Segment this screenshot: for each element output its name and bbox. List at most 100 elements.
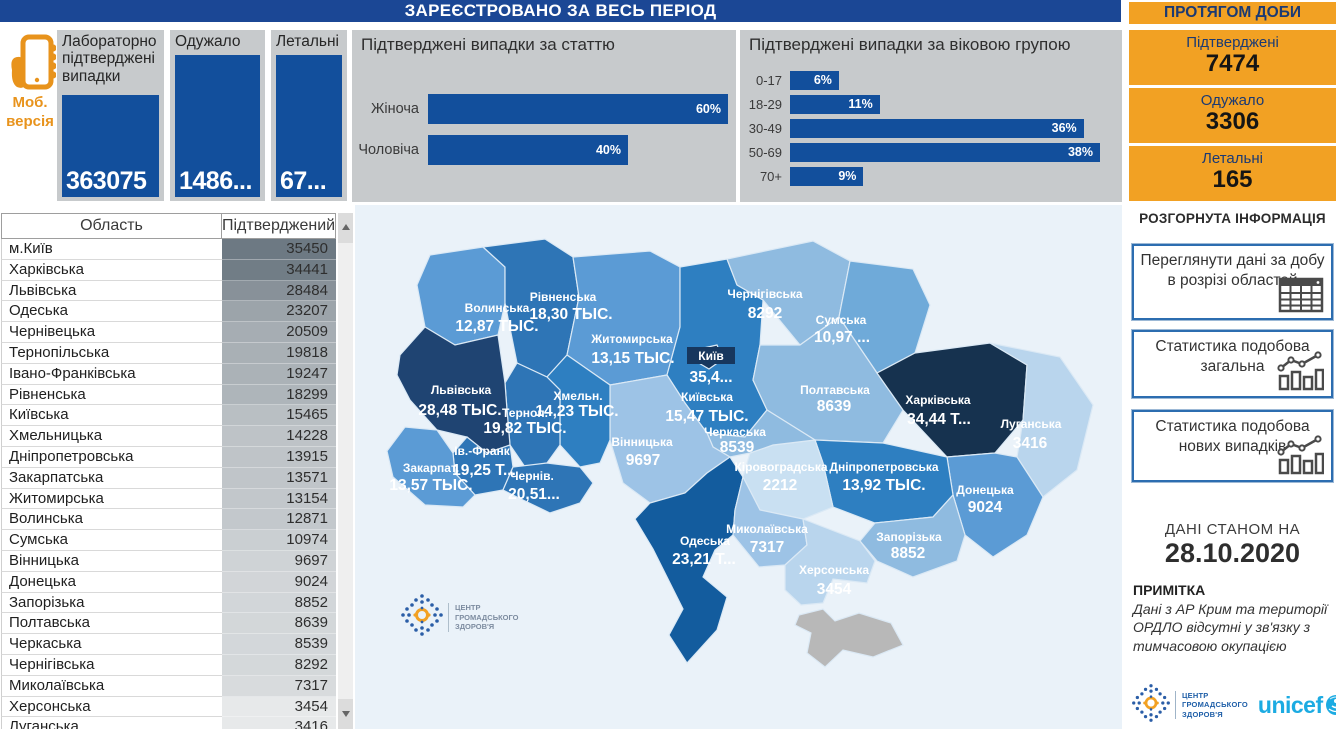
table-row[interactable]: Вінницька 9697 (1, 550, 336, 572)
column-header-confirmed[interactable]: Підтверджений (222, 213, 336, 239)
region-khe[interactable] (784, 518, 876, 606)
info-button-3[interactable]: Статистика подобова нових випадків (1131, 409, 1334, 483)
table-cell-oblast: Харківська (1, 259, 222, 281)
map-value-lvi: 28,48 ТЫС. (418, 402, 501, 419)
table-row[interactable]: Полтавська 8639 (1, 613, 336, 635)
table-cell-oblast: Житомирська (1, 488, 222, 510)
info-button-1[interactable]: Переглянути дані за добу в розрізі облас… (1131, 243, 1334, 321)
scroll-down-button[interactable] (338, 699, 353, 729)
chart-bar[interactable]: 9% (790, 167, 864, 186)
mobile-label-line2: версія (6, 112, 54, 130)
chart-value-label: 36% (1051, 121, 1077, 136)
table-row[interactable]: Сумська 10974 (1, 530, 336, 551)
chart-bar[interactable]: 36% (790, 119, 1084, 138)
table-row[interactable]: Одеська 23207 (1, 301, 336, 323)
map-label-luh: Луганська (1001, 417, 1062, 431)
map-label-ode: Одеська (680, 534, 730, 548)
gender-chart-bars: Жіноча 60% Чоловіча 40% (356, 94, 732, 176)
map-label-khm: Хмельн. (553, 389, 602, 403)
map-label-zap: Запорізька (876, 530, 942, 544)
info-button-label: Переглянути дані за добу в розрізі облас… (1140, 252, 1325, 290)
chart-bar[interactable]: 38% (790, 143, 1100, 162)
table-row[interactable]: Львівська 28484 (1, 280, 336, 302)
table-row[interactable]: Тернопільська 19818 (1, 342, 336, 364)
table-row[interactable]: Хмельницька 14228 (1, 426, 336, 447)
table-cell-confirmed: 20509 (222, 322, 336, 343)
table-cell-confirmed: 8292 (222, 654, 336, 676)
chart-icon (1277, 351, 1324, 391)
table-cell-confirmed: 8852 (222, 592, 336, 614)
table-row[interactable]: Волинська 12871 (1, 509, 336, 531)
table-row[interactable]: Івано-Франківська 19247 (1, 363, 336, 385)
region-zak[interactable] (386, 426, 476, 508)
table-row[interactable]: Дніпропетровська 13915 (1, 446, 336, 468)
table-row[interactable]: Чернігівська 8292 (1, 654, 336, 676)
table-row[interactable]: Рівненська 18299 (1, 384, 336, 406)
table-scrollbar[interactable] (338, 213, 353, 729)
table-cell-confirmed: 13915 (222, 446, 336, 468)
ukraine-map: Волинська 12,87 ТЫС. Рівненська 18,30 ТЫС. Ж… (355, 205, 1122, 729)
table-row[interactable]: Запорізька 8852 (1, 592, 336, 614)
daily-card-confirmed: Підтверджені 7474 (1129, 30, 1336, 85)
footer-logos: ЦЕНТР ГРОМАДСЬКОГО ЗДОРОВ'Я unicef (1131, 682, 1336, 728)
chart-bar[interactable]: 11% (790, 95, 880, 114)
table-row[interactable]: Донецька 9024 (1, 571, 336, 593)
table-row[interactable]: Харківська 34441 (1, 259, 336, 281)
table-icon (1278, 277, 1324, 313)
scroll-up-button[interactable] (338, 213, 353, 243)
table-row[interactable]: м.Київ 35450 (1, 239, 336, 260)
table-cell-oblast: Рівненська (1, 384, 222, 406)
table-row[interactable]: Луганська 3416 (1, 717, 336, 729)
chart-bar[interactable]: 6% (790, 71, 839, 90)
map-label-sum: Сумська (816, 313, 867, 327)
map-org-logo: ЦЕНТР ГРОМАДСЬКОГО ЗДОРОВ'Я (400, 593, 518, 642)
table-cell-confirmed: 3416 (222, 717, 336, 729)
table-row[interactable]: Київська 15465 (1, 405, 336, 427)
table-cell-confirmed: 14228 (222, 426, 336, 447)
table-cell-oblast: Сумська (1, 530, 222, 551)
table-cell-confirmed: 23207 (222, 301, 336, 323)
table-cell-oblast: Луганська (1, 717, 222, 729)
table-cell-confirmed: 34441 (222, 259, 336, 281)
map-value-ode: 23,21 Т... (672, 551, 736, 568)
map-value-sum: 10,97 ... (814, 329, 870, 346)
chart-bar[interactable]: 60% (428, 94, 728, 124)
table-cell-oblast: Львівська (1, 280, 222, 302)
table-cell-oblast: Чернігівська (1, 654, 222, 676)
chart-value-label: 9% (838, 169, 857, 184)
kpi-value: 1486... (179, 167, 252, 195)
chart-value-label: 6% (813, 73, 832, 88)
map-label-riv: Рівненська (530, 290, 597, 304)
region-zap[interactable] (859, 493, 966, 578)
region-pol[interactable] (752, 316, 904, 444)
table-row[interactable]: Житомирська 13154 (1, 488, 336, 510)
mobile-version-icon[interactable] (8, 32, 57, 92)
table-row[interactable]: Закарпатська 13571 (1, 467, 336, 489)
gender-chart-panel: Підтверджені випадки за статтю Жіноча 60%… (352, 30, 736, 202)
table-cell-oblast: Одеська (1, 301, 222, 323)
chart-category-label: Чоловіча (358, 142, 419, 158)
column-header-oblast[interactable]: Область (1, 213, 222, 239)
chart-bar-row: 50-69 38% (744, 143, 1118, 162)
map-label-kyiv: Київ (698, 349, 723, 363)
map-value-vin: 9697 (626, 452, 660, 469)
table-cell-confirmed: 13154 (222, 488, 336, 510)
map-label-zhy: Житомирська (590, 332, 673, 346)
map-value-pol: 8639 (817, 398, 852, 415)
mobile-version-link[interactable]: Моб. версія (0, 94, 60, 132)
region-chv[interactable] (502, 462, 594, 514)
info-button-2[interactable]: Статистика подобова загальна (1131, 329, 1334, 399)
table-row[interactable]: Чернівецька 20509 (1, 322, 336, 343)
info-button-label: Статистика подобова загальна (1155, 338, 1310, 376)
table-row[interactable]: Миколаївська 7317 (1, 675, 336, 697)
chart-bar-row: 18-29 11% (744, 95, 1118, 114)
table-row[interactable]: Черкаська 8539 (1, 634, 336, 655)
table-row[interactable]: Херсонська 3454 (1, 696, 336, 718)
chart-bar[interactable]: 40% (428, 135, 628, 165)
map-label-pol: Полтавська (800, 383, 870, 397)
chart-bar-row: 0-17 6% (744, 71, 1118, 90)
note-text: Дані з АР Крим та території ОРДЛО відсут… (1133, 601, 1328, 654)
map-value-zhy: 13,15 ТЫС. (591, 350, 674, 367)
map-value-luh: 3416 (1013, 435, 1048, 452)
region-ode[interactable] (634, 456, 744, 664)
